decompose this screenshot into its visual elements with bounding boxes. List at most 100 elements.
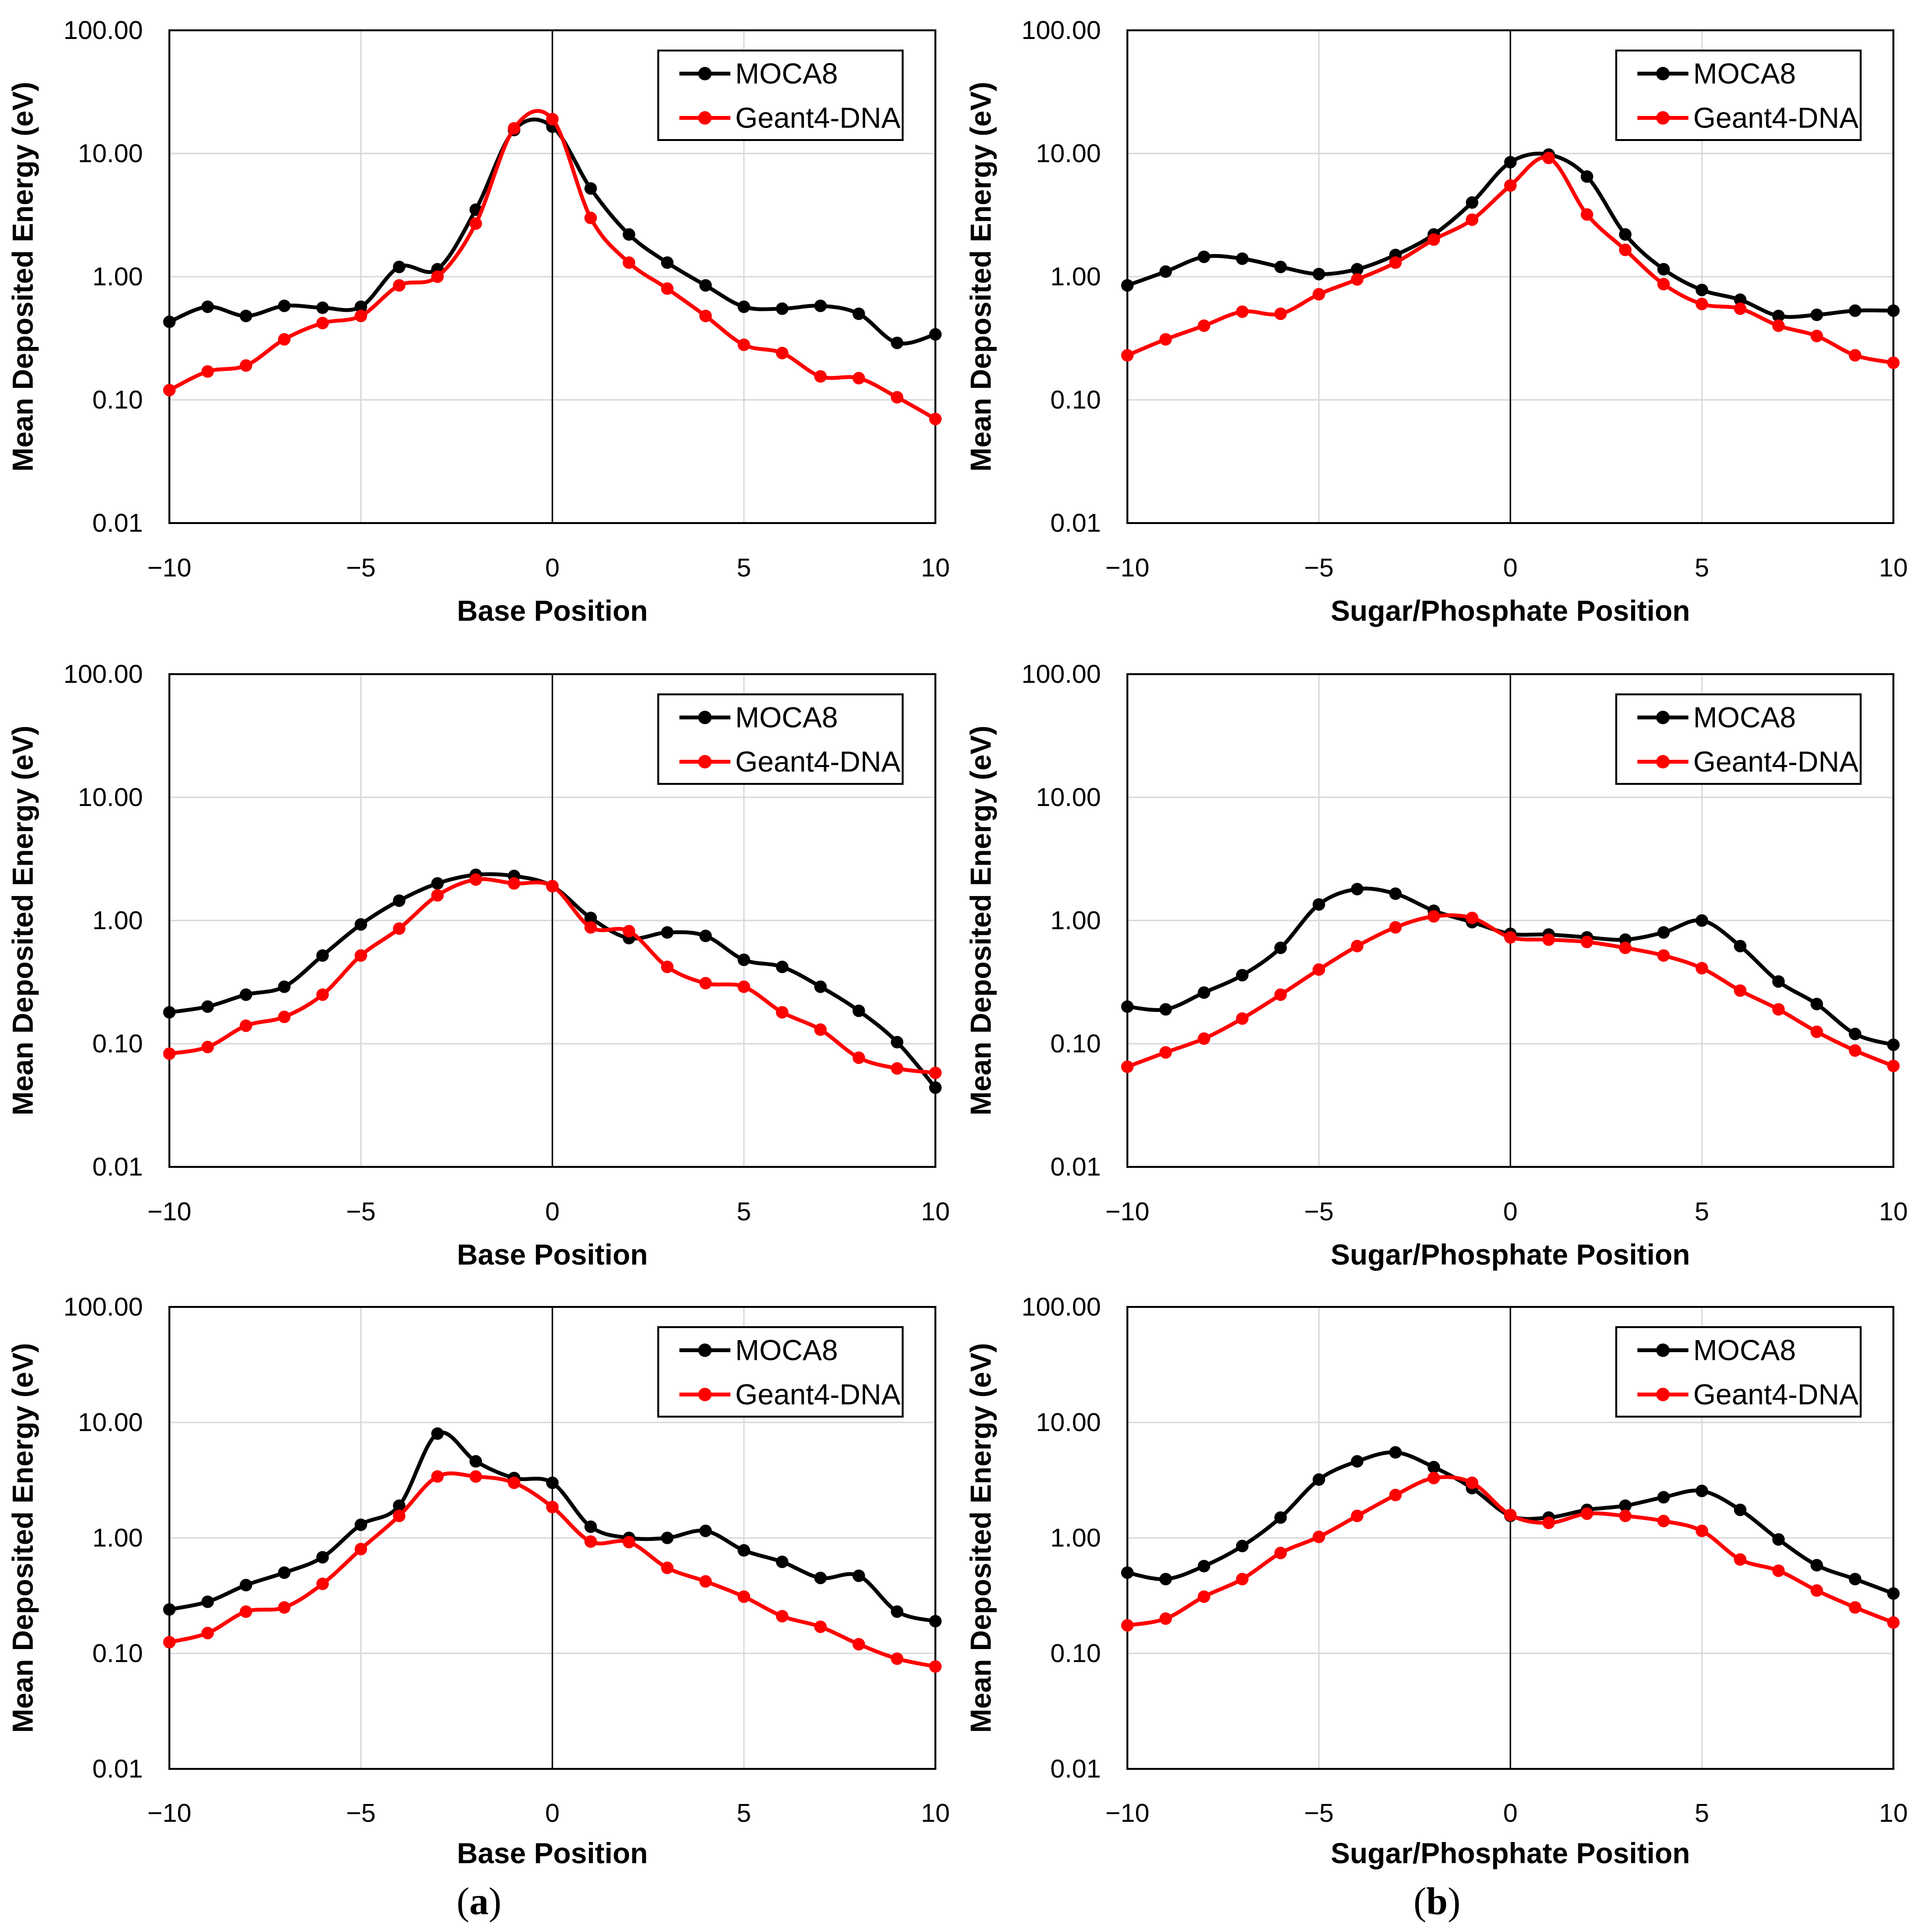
data-point-marker-moca8 (316, 301, 329, 314)
legend-item-geant4-dna: Geant4-DNA (1637, 746, 1858, 778)
data-point-marker-moca8 (1351, 883, 1364, 896)
y-tick-label: 0.01 (1050, 1754, 1101, 1783)
data-point-marker-moca8 (584, 1520, 597, 1533)
data-point-marker-moca8 (1810, 998, 1823, 1011)
data-point-marker-moca8 (546, 1476, 559, 1489)
legend-label: MOCA8 (735, 1334, 838, 1367)
data-point-marker-geant4-dna (852, 1051, 865, 1064)
legend-swatch-marker (1656, 1388, 1670, 1401)
data-point-marker-moca8 (201, 1595, 214, 1608)
data-point-marker-geant4-dna (1810, 330, 1823, 343)
data-point-marker-geant4-dna (1121, 1060, 1134, 1073)
data-point-marker-moca8 (1772, 1533, 1785, 1546)
data-point-marker-geant4-dna (1581, 1507, 1594, 1520)
chart-bottom-left-base: 100.00 10.00 1.00 0.10 0.01−10 −5 0 5 10 Base Pos… (7, 1292, 950, 1869)
data-point-marker-moca8 (891, 1036, 904, 1049)
data-point-marker-geant4-dna (1657, 278, 1670, 291)
data-point-marker-moca8 (469, 1455, 482, 1468)
data-point-marker-moca8 (355, 918, 367, 931)
data-point-marker-moca8 (1236, 1539, 1249, 1552)
data-point-marker-geant4-dna (1236, 1573, 1249, 1586)
data-point-marker-geant4-dna (891, 391, 904, 404)
data-point-marker-moca8 (316, 949, 329, 962)
legend-item-moca8: MOCA8 (679, 1334, 838, 1367)
data-point-marker-geant4-dna (469, 217, 482, 230)
x-tick-label: −10 (1105, 1197, 1150, 1226)
data-point-marker-moca8 (201, 1000, 214, 1013)
data-point-marker-moca8 (1198, 1560, 1211, 1573)
x-tick-label: −5 (1304, 553, 1334, 582)
data-point-marker-moca8 (393, 894, 406, 907)
data-point-marker-moca8 (929, 1081, 942, 1094)
x-axis-title: Sugar/Phosphate Position (1331, 595, 1690, 627)
x-axis-title: Base Position (457, 1239, 648, 1271)
plot-border (168, 1306, 936, 1770)
x-tick-label: −5 (1304, 1197, 1334, 1226)
data-point-marker-geant4-dna (699, 977, 712, 990)
data-point-marker-geant4-dna (929, 1066, 942, 1079)
data-point-marker-geant4-dna (1887, 1060, 1900, 1073)
data-point-marker-geant4-dna (1581, 208, 1594, 221)
data-point-marker-geant4-dna (393, 1510, 406, 1523)
legend: MOCA8 Geant4-DNA (657, 1326, 904, 1418)
x-tick-label: 5 (1695, 553, 1709, 582)
y-tick-label: 1.00 (1050, 262, 1101, 291)
legend-label: Geant4-DNA (1693, 1379, 1858, 1411)
data-point-marker-geant4-dna (1274, 307, 1287, 320)
data-point-marker-moca8 (738, 300, 750, 313)
caption-b: (b) (958, 1872, 1916, 1932)
data-point-marker-moca8 (240, 309, 253, 322)
caption-a: (a) (0, 1872, 958, 1932)
data-point-marker-geant4-dna (1274, 988, 1287, 1001)
legend-box (1615, 1326, 1862, 1418)
chart-bottom-right-sugar-phosphate: 100.00 10.00 1.00 0.10 0.01−10 −5 0 5 10 Sugar/Ph… (965, 1292, 1908, 1869)
chart-middle-right-sugar-phosphate: 100.00 10.00 1.00 0.10 0.01−10 −5 0 5 10 Sugar/Ph… (965, 660, 1908, 1271)
data-point-marker-moca8 (1504, 156, 1517, 169)
y-tick-label: 0.01 (1050, 1152, 1101, 1181)
data-point-marker-geant4-dna (1734, 302, 1747, 315)
y-axis-title: Mean Deposited Energy (eV) (965, 1343, 997, 1733)
data-point-marker-geant4-dna (1236, 1012, 1249, 1025)
data-point-marker-moca8 (1657, 263, 1670, 276)
legend-swatch-marker (1656, 711, 1670, 724)
data-point-marker-geant4-dna (278, 333, 291, 346)
data-point-marker-moca8 (163, 1603, 176, 1616)
legend-box (657, 1326, 904, 1418)
data-point-marker-moca8 (891, 1605, 904, 1618)
legend-swatch-marker (698, 711, 712, 724)
x-axis-title: Base Position (457, 1837, 648, 1869)
series-line-geant4-dna (1125, 155, 1895, 365)
x-tick-label: −5 (346, 553, 376, 582)
legend-swatch-marker (1656, 111, 1670, 125)
data-point-marker-geant4-dna (1504, 1509, 1517, 1522)
data-point-marker-moca8 (1313, 268, 1325, 281)
data-point-marker-moca8 (1389, 1446, 1402, 1459)
y-tick-label: 100.00 (64, 1292, 143, 1321)
y-axis-title: Mean Deposited Energy (eV) (7, 1343, 39, 1733)
data-point-marker-geant4-dna (316, 1577, 329, 1590)
y-tick-label: 0.10 (92, 1639, 143, 1668)
data-point-marker-moca8 (1236, 969, 1249, 982)
legend-swatch-marker (1656, 755, 1670, 768)
data-point-marker-moca8 (1849, 1573, 1862, 1586)
caption-b-close-paren: ) (1447, 1881, 1461, 1923)
x-tick-label: −5 (1304, 1799, 1334, 1828)
data-point-marker-geant4-dna (1313, 963, 1325, 976)
data-point-marker-geant4-dna (316, 317, 329, 330)
data-point-marker-geant4-dna (1849, 349, 1862, 362)
x-tick-label: 10 (1879, 553, 1908, 582)
y-tick-label: 100.00 (1022, 1292, 1101, 1321)
plot-border (1126, 29, 1894, 524)
data-point-marker-moca8 (163, 315, 176, 328)
data-point-marker-geant4-dna (316, 988, 329, 1001)
legend-item-moca8: MOCA8 (1637, 702, 1796, 734)
data-point-marker-geant4-dna (699, 309, 712, 322)
data-point-marker-geant4-dna (1198, 319, 1211, 332)
data-point-marker-moca8 (661, 1532, 674, 1544)
x-tick-label: −10 (147, 553, 192, 582)
data-point-marker-moca8 (852, 1569, 865, 1582)
data-point-marker-geant4-dna (163, 1047, 176, 1060)
caption-a-letter: a (469, 1881, 489, 1923)
data-point-marker-moca8 (278, 980, 291, 993)
